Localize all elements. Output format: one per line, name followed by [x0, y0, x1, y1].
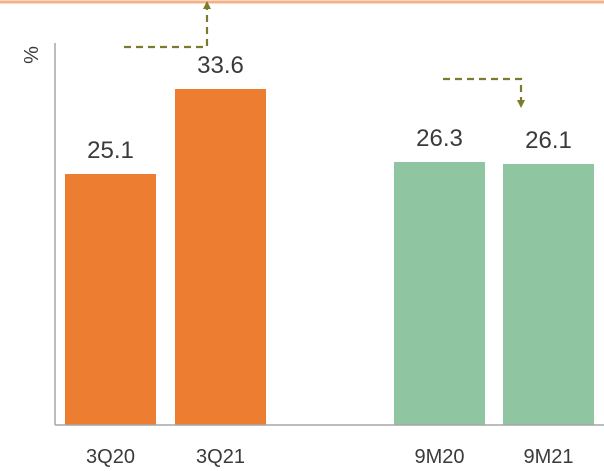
labels-layer: 25.1 3Q20 33.6 3Q21 26.3 9M20 26.1 9M21 — [86, 52, 573, 468]
bar-3q20 — [65, 174, 156, 425]
y-axis-label: % — [21, 46, 43, 64]
bar-9m21 — [503, 164, 594, 425]
value-label-9m20: 26.3 — [416, 125, 463, 152]
value-label-3q21: 33.6 — [197, 52, 244, 79]
bars-layer — [65, 89, 594, 425]
value-label-3q20: 25.1 — [87, 137, 134, 164]
category-label-9m20: 9M20 — [414, 446, 464, 468]
category-label-3q20: 3Q20 — [86, 446, 135, 468]
category-label-9m21: 9M21 — [523, 446, 573, 468]
bar-9m20 — [394, 162, 485, 425]
arrows-layer — [124, 1, 525, 108]
trend-arrow-down — [443, 77, 525, 108]
category-label-3q21: 3Q21 — [196, 446, 245, 468]
value-label-9m21: 26.1 — [525, 127, 572, 154]
bar-3q21 — [175, 89, 266, 425]
trend-arrow-up — [124, 1, 211, 49]
